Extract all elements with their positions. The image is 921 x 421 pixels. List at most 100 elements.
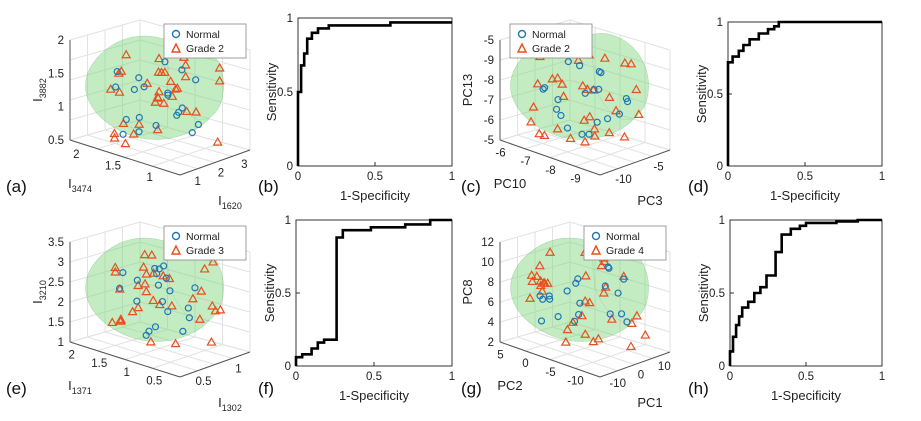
- x-tick-label: 1: [879, 171, 885, 183]
- normal-marker: [133, 276, 141, 284]
- normal-marker: [135, 113, 143, 122]
- y-axis-label: Sensitivity: [696, 263, 711, 322]
- x-axis-label: 1-Specificity: [771, 388, 842, 403]
- z-tick-label: 0.5: [48, 135, 64, 147]
- normal-marker: [154, 281, 163, 289]
- z-tick-label: -5: [484, 35, 494, 47]
- normal-marker: [554, 95, 562, 104]
- normal-marker: [563, 124, 572, 132]
- legend-box: [583, 225, 667, 261]
- panel-label: (d): [688, 177, 709, 196]
- grade-marker: [181, 106, 192, 116]
- x-tick-label: 0: [725, 171, 731, 183]
- grade-marker: [604, 127, 615, 137]
- grade-marker: [148, 267, 159, 277]
- normal-marker: [623, 318, 631, 326]
- z-tick-label: 3.5: [48, 237, 64, 249]
- y-tick-label: 0: [719, 361, 725, 373]
- normal-marker: [620, 275, 628, 283]
- normal-marker: [119, 130, 127, 138]
- grade-marker: [187, 293, 198, 303]
- grade-marker: [525, 116, 537, 126]
- normal-marker: [590, 86, 598, 94]
- grade-marker: [528, 101, 539, 111]
- grade-marker: [114, 86, 125, 96]
- z-tick-label: 2: [58, 35, 64, 47]
- normal-marker: [574, 310, 583, 319]
- scatter3d-chart-2: -5-6-7-8-9-5-6-7-8-9 -10-5PC13PC10PC3Norm…: [460, 19, 671, 208]
- grade-marker: [538, 277, 549, 287]
- x-axis-line: [499, 139, 601, 176]
- roc-curve: [728, 218, 882, 366]
- grade-marker: [618, 271, 629, 280]
- z-tick-label: -8: [484, 75, 494, 87]
- x-axis-line: [69, 341, 181, 378]
- x-tick-label: 1: [449, 171, 455, 183]
- grade-marker: [180, 59, 191, 69]
- y-tick-label: -10: [615, 174, 632, 186]
- x-tick-label: 0: [295, 171, 301, 183]
- y-tick-label: 0: [638, 370, 644, 382]
- grade-marker: [576, 310, 587, 320]
- z-tick-label: -6: [484, 115, 494, 127]
- grade-marker: [527, 276, 538, 286]
- normal-marker: [622, 94, 630, 103]
- z-tick-label: -5: [484, 135, 494, 147]
- normal-marker: [595, 85, 603, 93]
- grid-line: [574, 344, 646, 369]
- grid-line: [104, 331, 216, 365]
- x-axis-label: 1-Specificity: [770, 188, 841, 203]
- x-tick-label: 2: [69, 349, 75, 361]
- normal-marker: [581, 89, 589, 97]
- grid-line: [574, 142, 646, 167]
- x-tick-label: 0.5: [798, 371, 814, 383]
- y-axis-label: Sensitivity: [262, 263, 277, 322]
- grade-marker: [207, 256, 219, 266]
- x-axis-label: I1371: [68, 378, 92, 396]
- normal-marker: [151, 323, 160, 331]
- normal-marker: [595, 67, 603, 76]
- legend-normal-marker: [591, 231, 601, 241]
- panel-label: (c): [461, 177, 481, 196]
- normal-marker: [570, 317, 579, 325]
- grade-marker: [534, 128, 545, 138]
- z-tick-label: 1.5: [48, 68, 64, 80]
- grade-marker: [593, 333, 604, 343]
- z-tick-label: 4: [488, 317, 495, 329]
- grid-line: [104, 129, 216, 163]
- normal-marker: [572, 279, 580, 287]
- grade-marker: [545, 247, 556, 256]
- grade-marker: [172, 82, 183, 92]
- grade-marker: [115, 314, 126, 323]
- y-tick-label: 0.5: [707, 89, 723, 101]
- grade-marker: [547, 73, 558, 83]
- grade-marker: [619, 131, 630, 141]
- y-tick-label: 0: [287, 161, 293, 173]
- normal-marker: [606, 310, 614, 318]
- normal-marker: [578, 130, 586, 138]
- x-tick-label: 0.5: [797, 171, 813, 183]
- grade-marker: [154, 86, 165, 96]
- grade-marker: [562, 324, 573, 334]
- normal-marker: [135, 128, 143, 136]
- grade-marker: [133, 280, 144, 290]
- grade-marker: [134, 119, 145, 128]
- grade-marker: [180, 71, 191, 81]
- roc-curve: [726, 20, 882, 166]
- x-tick-label: -6: [495, 147, 505, 159]
- normal-marker: [130, 85, 138, 94]
- normal-marker: [557, 111, 565, 120]
- grade-marker: [526, 270, 537, 279]
- normal-marker: [184, 304, 192, 312]
- grade-marker: [146, 249, 157, 259]
- grade-marker: [598, 287, 609, 297]
- grade-marker: [606, 313, 617, 323]
- x-tick-label: 1: [449, 371, 455, 383]
- grade-marker: [128, 128, 139, 138]
- grade-marker: [140, 278, 151, 288]
- grade-marker: [194, 314, 205, 323]
- y-axis-label: PC3: [637, 193, 662, 208]
- grade-marker: [214, 75, 225, 85]
- normal-marker: [576, 299, 584, 307]
- normal-marker: [119, 269, 127, 277]
